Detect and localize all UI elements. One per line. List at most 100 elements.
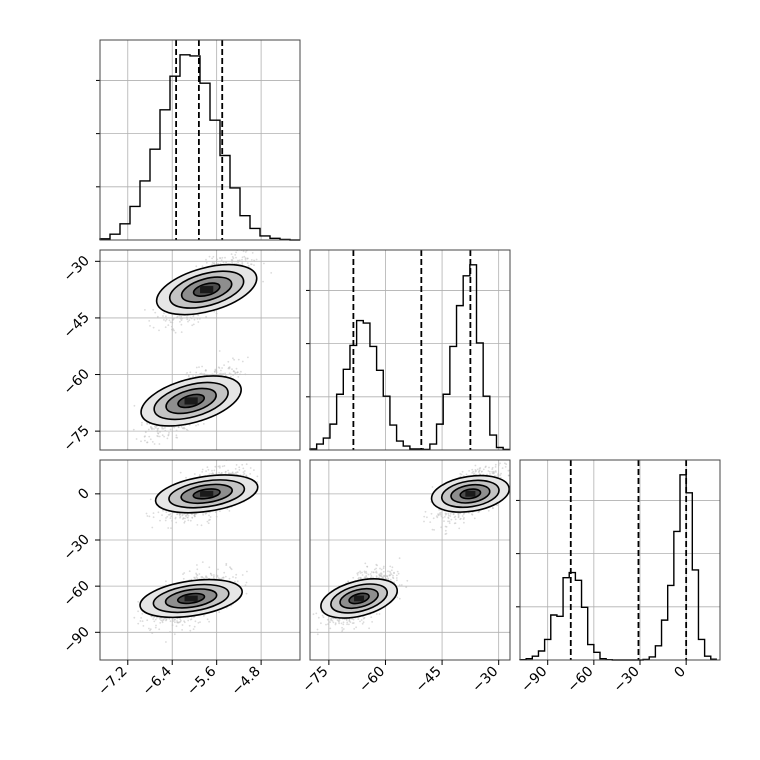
sample-point: [213, 574, 215, 576]
sample-point: [201, 265, 204, 268]
sample-point: [244, 251, 247, 253]
sample-point: [217, 262, 220, 265]
sample-point: [236, 371, 239, 373]
sample-point: [237, 376, 240, 378]
sample-point: [218, 257, 221, 259]
sample-point: [135, 438, 138, 440]
sample-point: [161, 514, 163, 516]
sample-point: [158, 329, 160, 332]
sample-point: [137, 600, 140, 603]
sample-point: [187, 519, 190, 522]
sample-point: [140, 440, 142, 443]
sample-point: [207, 468, 210, 471]
sample-point: [194, 375, 197, 378]
sample-point: [226, 507, 229, 510]
sample-point: [180, 319, 183, 322]
sample-point: [164, 326, 167, 329]
sample-point: [147, 428, 150, 431]
sample-point: [201, 471, 204, 473]
sample-point: [179, 471, 182, 474]
sample-point: [233, 358, 236, 361]
sample-point: [176, 436, 179, 439]
sample-point: [192, 375, 194, 377]
sample-point: [193, 473, 196, 475]
sample-point: [199, 318, 201, 320]
sample-point: [140, 424, 143, 426]
sample-point: [234, 468, 237, 470]
sample-point: [170, 515, 173, 518]
sample-point: [228, 366, 231, 368]
sample-point: [246, 257, 249, 260]
sample-point: [231, 457, 233, 459]
sample-point: [205, 315, 208, 318]
sample-point: [213, 310, 216, 313]
sample-point: [212, 262, 215, 265]
sample-point: [220, 472, 223, 475]
sample-point: [156, 435, 159, 437]
sample-point: [214, 511, 217, 514]
sample-point: [202, 423, 205, 425]
sample-point: [215, 515, 218, 518]
sample-point: [152, 512, 155, 514]
sample-point: [243, 472, 246, 475]
sample-point: [242, 467, 245, 470]
sample-point: [213, 575, 215, 578]
sample-point: [245, 474, 248, 477]
sample-point: [206, 576, 208, 579]
sample-point: [149, 325, 151, 327]
sample-point: [243, 255, 246, 258]
sample-point: [208, 511, 211, 514]
sample-point: [246, 570, 248, 573]
sample-point: [231, 259, 233, 262]
sample-point: [169, 517, 172, 519]
sample-point: [243, 470, 246, 472]
sample-point: [148, 435, 151, 438]
sample-point: [132, 428, 135, 431]
sample-point: [227, 360, 230, 363]
sample-point: [168, 617, 171, 620]
sample-point: [185, 428, 188, 431]
sample-point: [202, 373, 204, 375]
sample-point: [182, 573, 184, 575]
sample-point: [231, 261, 234, 263]
sample-point: [231, 472, 234, 474]
sample-point: [201, 365, 204, 368]
sample-point: [175, 434, 178, 437]
sample-point: [191, 324, 194, 327]
sample-point: [186, 513, 189, 516]
sample-point: [165, 618, 168, 621]
sample-point: [202, 513, 205, 516]
sample-point: [168, 319, 171, 322]
sample-point: [242, 471, 245, 474]
sample-point: [240, 370, 242, 373]
sample-point: [208, 473, 211, 475]
sample-point: [187, 320, 189, 323]
sample-point: [241, 256, 244, 259]
sample-point: [184, 520, 186, 523]
sample-point: [220, 373, 223, 376]
sample-point: [158, 443, 161, 445]
sample-point: [156, 430, 159, 433]
sample-point: [230, 375, 232, 378]
sample-point: [148, 515, 151, 518]
sample-point: [162, 427, 165, 430]
sample-point: [250, 259, 253, 261]
sample-point: [167, 324, 170, 326]
sample-point: [164, 320, 167, 322]
sample-point: [215, 369, 218, 372]
sample-point: [228, 510, 231, 512]
sample-point: [218, 471, 221, 474]
sample-point: [228, 367, 231, 370]
sample-point: [181, 427, 184, 429]
sample-point: [246, 262, 249, 264]
sample-point: [215, 312, 218, 315]
sample-point: [244, 260, 247, 263]
sample-point: [232, 357, 234, 360]
sample-point: [161, 427, 164, 430]
sample-point: [234, 254, 237, 256]
sample-point: [203, 373, 206, 376]
sample-point: [207, 522, 210, 525]
sample-point: [187, 619, 190, 622]
sample-point: [146, 619, 149, 622]
sample-point: [191, 516, 194, 519]
